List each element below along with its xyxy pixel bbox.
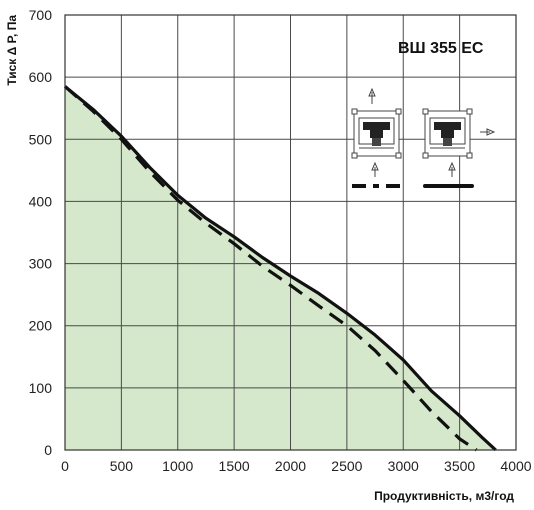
x-tick-label: 2000 <box>275 458 306 474</box>
x-tick-label: 500 <box>110 458 134 474</box>
x-tick-label: 3500 <box>444 458 475 474</box>
y-tick-label: 300 <box>29 256 53 272</box>
y-tick-label: 200 <box>29 318 53 334</box>
y-tick-label: 600 <box>29 69 53 85</box>
y-tick-label: 500 <box>29 131 53 147</box>
x-tick-labels: 0 500 1000 1500 2000 2500 3000 3500 4000 <box>61 458 532 474</box>
y-tick-label: 100 <box>29 380 53 396</box>
x-tick-label: 3000 <box>388 458 419 474</box>
plot-frame <box>64 14 517 451</box>
operating-area-fill <box>65 86 496 450</box>
airflow-right-arrow-icon <box>480 128 496 136</box>
airflow-up-arrow-icon <box>371 161 379 177</box>
y-axis-title: Тиск Δ P, Па <box>5 15 19 86</box>
y-tick-label: 700 <box>29 7 53 23</box>
chart-title: ВШ 355 EC <box>398 40 484 57</box>
x-tick-label: 1000 <box>162 458 193 474</box>
series-solid-line <box>63 85 497 452</box>
y-tick-label: 0 <box>44 442 52 458</box>
x-tick-label: 4000 <box>500 458 531 474</box>
x-tick-label: 2500 <box>331 458 362 474</box>
y-tick-label: 400 <box>29 193 53 209</box>
airflow-up-arrow-icon <box>448 161 456 177</box>
fan-unit-horizontal-icon <box>422 108 473 159</box>
x-axis-title: Продуктивність, м3/год <box>374 489 514 503</box>
x-tick-label: 1500 <box>219 458 250 474</box>
y-tick-labels: 0 100 200 300 400 500 600 700 <box>29 7 53 458</box>
series-dashed-line <box>63 85 478 452</box>
x-tick-label: 0 <box>61 458 69 474</box>
fan-unit-vertical-icon <box>351 108 402 159</box>
legend-schematic <box>351 87 496 188</box>
airflow-up-arrow-icon <box>368 87 376 104</box>
